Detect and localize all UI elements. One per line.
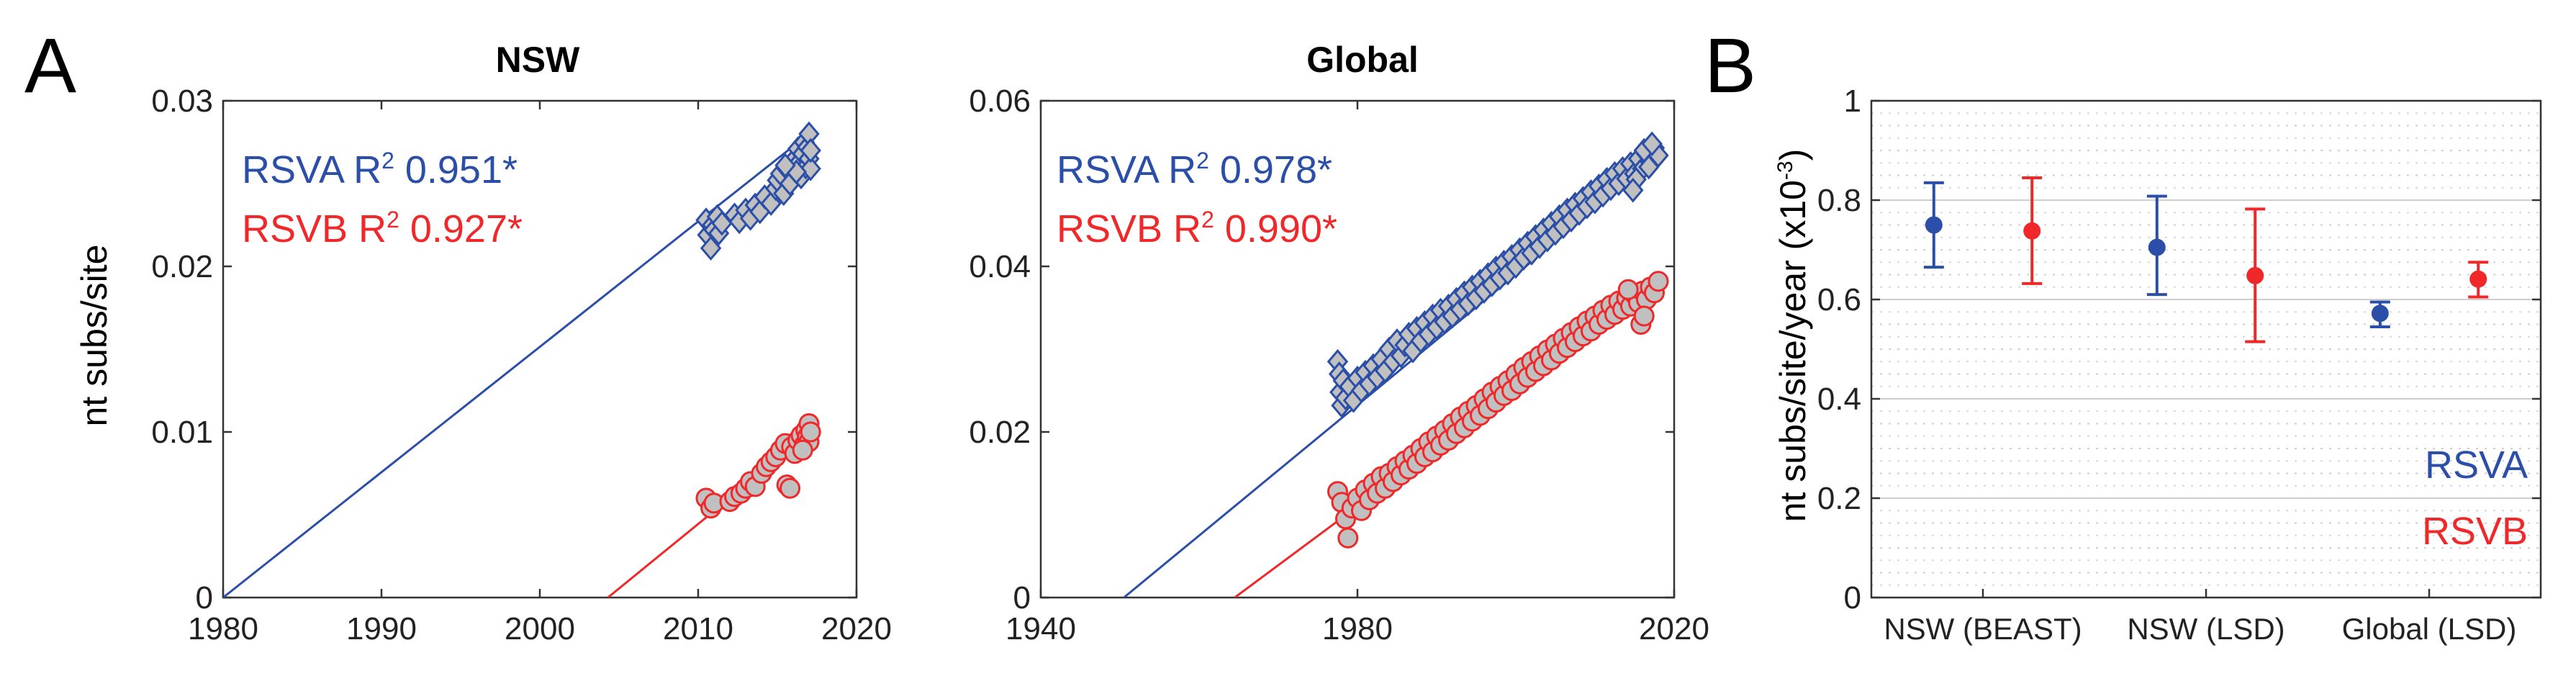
chart-global-y-tick-label: 0 bbox=[1013, 580, 1031, 616]
chart-global-point-rsvb bbox=[1617, 279, 1639, 300]
chart-global-title: Global bbox=[1306, 40, 1419, 80]
chart-global-marks bbox=[1123, 131, 1669, 598]
chart-nsw: NSW nt subs/site 1980 1990 2000 2010 2020 0 0.… bbox=[74, 40, 892, 646]
chart-nsw-y-tick-label: 0 bbox=[196, 580, 213, 616]
chart-nsw-point-rsvb bbox=[779, 477, 801, 499]
chart-rates-point-rsva bbox=[2148, 238, 2166, 256]
chart-global-plot-area: 1940 1980 2020 0 0.02 0.04 0.06 bbox=[969, 84, 1709, 646]
chart-rates-plot-area: 0 0.2 0.4 0.6 0.8 1 NSW (BEAST) NSW (LSD) Global… bbox=[1817, 84, 2542, 646]
chart-rates-point-rsvb bbox=[2246, 266, 2264, 284]
chart-nsw-marks bbox=[223, 121, 821, 598]
chart-rates-y-tick-label: 1 bbox=[1844, 84, 1861, 119]
chart-nsw-annotation-rsvb: RSVB R2 0.927* bbox=[242, 207, 523, 251]
chart-nsw-x-tick-label: 2010 bbox=[663, 611, 733, 646]
chart-nsw-fit-line-rsva bbox=[223, 132, 810, 598]
chart-rates-y-tick-label: 0.2 bbox=[1817, 481, 1861, 516]
chart-nsw-point-rsva bbox=[700, 235, 722, 261]
chart-rates-x-tick-label: NSW (LSD) bbox=[2127, 612, 2284, 646]
chart-rates-point-rsvb bbox=[2023, 222, 2041, 240]
chart-global-x-tick-label: 1980 bbox=[1322, 611, 1393, 646]
chart-nsw-y-tick-label: 0.01 bbox=[151, 415, 213, 450]
chart-rates-y-tick-label: 0.8 bbox=[1817, 183, 1861, 218]
chart-nsw-y-tick-label: 0.03 bbox=[151, 84, 213, 119]
chart-global-x-tick-label: 2020 bbox=[1639, 611, 1709, 646]
chart-nsw-point-rsvb bbox=[800, 421, 821, 443]
chart-rates-point-rsva bbox=[2371, 305, 2389, 323]
chart-nsw-y-tick-label: 0.02 bbox=[151, 249, 213, 284]
chart-nsw-ylabel: nt subs/site bbox=[74, 245, 114, 427]
chart-rates-y-tick-label: 0.4 bbox=[1817, 382, 1861, 417]
chart-nsw-title: NSW bbox=[496, 40, 580, 80]
chart-nsw-point-rsvb bbox=[792, 439, 813, 461]
chart-global-y-tick-label: 0.06 bbox=[969, 84, 1031, 119]
chart-global-annotation-rsvb: RSVB R2 0.990* bbox=[1057, 207, 1337, 251]
chart-nsw-x-tick-label: 1980 bbox=[188, 611, 258, 646]
chart-rates: nt subs/site/year (x10-3) 0 0.2 0.4 0.6 0.8 1… bbox=[1773, 84, 2542, 646]
chart-rates-point-rsvb bbox=[2469, 270, 2487, 288]
chart-global-y-tick-label: 0.04 bbox=[969, 249, 1031, 284]
chart-global: Global 1940 1980 2020 0 0.02 0.04 0.06 RSVA R2… bbox=[969, 40, 1709, 646]
chart-global-point-rsva bbox=[1622, 177, 1644, 203]
chart-nsw-x-tick-label: 2000 bbox=[505, 611, 575, 646]
panel-label-a: A bbox=[24, 22, 76, 109]
chart-global-x-tick-label: 1940 bbox=[1005, 611, 1076, 646]
chart-nsw-plot-area: 1980 1990 2000 2010 2020 0 0.01 0.02 0.03 bbox=[151, 84, 892, 646]
chart-nsw-point-rsva bbox=[774, 153, 796, 179]
chart-rates-y-tick-label: 0 bbox=[1844, 580, 1861, 616]
chart-global-annotation-rsva: RSVA R2 0.978* bbox=[1057, 148, 1332, 191]
chart-rates-x-tick-label: NSW (BEAST) bbox=[1884, 612, 2082, 646]
chart-rates-y-tick-label: 0.6 bbox=[1817, 282, 1861, 317]
chart-rates-ylabel: nt subs/site/year (x10-3) bbox=[1773, 149, 1813, 523]
chart-nsw-point-rsva bbox=[800, 156, 821, 181]
legend-rsvb: RSVB bbox=[2422, 510, 2528, 553]
chart-global-point-rsva bbox=[1638, 154, 1660, 180]
chart-global-point-rsvb bbox=[1633, 305, 1655, 327]
chart-rates-x-tick-label: Global (LSD) bbox=[2342, 612, 2517, 646]
chart-nsw-x-tick-label: 2020 bbox=[821, 611, 892, 646]
chart-nsw-annotation-rsva: RSVA R2 0.951* bbox=[242, 148, 518, 191]
chart-global-point-rsva bbox=[1641, 131, 1663, 157]
panel-label-b: B bbox=[1704, 22, 1756, 109]
chart-global-point-rsvb bbox=[1648, 271, 1669, 292]
chart-global-point-rsvb bbox=[1337, 527, 1359, 549]
chart-global-y-tick-label: 0.02 bbox=[969, 415, 1031, 450]
legend-rsva: RSVA bbox=[2425, 443, 2528, 487]
chart-nsw-point-rsva bbox=[800, 138, 821, 163]
chart-nsw-x-tick-label: 1990 bbox=[346, 611, 417, 646]
chart-rates-point-rsva bbox=[1925, 216, 1943, 234]
